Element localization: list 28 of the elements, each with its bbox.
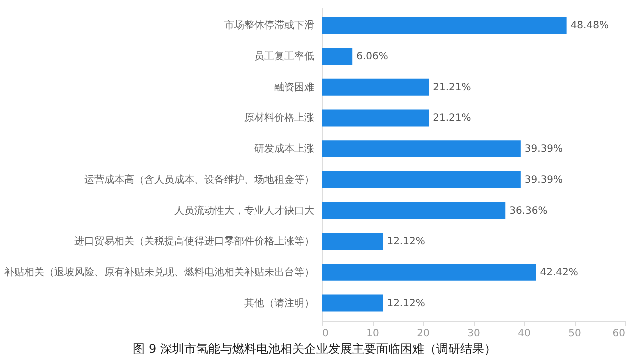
y-tick-label: 其他（请注明） xyxy=(244,297,314,310)
data-label: 12.12% xyxy=(387,236,426,248)
y-tick-label: 人员流动性大，专业人才缺口大 xyxy=(174,204,314,217)
data-label: 21.21% xyxy=(433,82,472,94)
y-tick-label: 原材料价格上涨 xyxy=(244,112,314,124)
x-tick-label: 60 xyxy=(612,328,626,340)
x-tick-label: 50 xyxy=(568,328,582,340)
data-label: 42.42% xyxy=(540,267,578,278)
y-tick-label: 进口贸易相关（关税提高使得进口零部件价格上涨等） xyxy=(74,236,314,248)
y-tick-label: 员工复工率低 xyxy=(254,50,314,63)
data-label: 39.39% xyxy=(524,144,564,156)
y-tick-label: 市场整体停滞或下滑 xyxy=(224,20,314,32)
x-tick-label: 20 xyxy=(417,328,430,340)
data-label: 21.21% xyxy=(433,113,472,124)
data-label: 6.06% xyxy=(356,52,388,63)
data-label: 48.48% xyxy=(570,20,609,32)
text: 图 9 深圳市氢能与燃料电池相关企业发展主要面临困难（调研结果） xyxy=(133,342,496,356)
x-tick-label: 10 xyxy=(366,328,380,340)
data-label: 39.39% xyxy=(524,174,564,186)
y-tick-label: 运营成本高（含人员成本、设备维护、场地租金等） xyxy=(84,174,314,186)
y-tick-label: 融资困难 xyxy=(274,81,314,94)
y-tick-label: 补贴相关（退坡风险、原有补贴未兑现、燃料电池相关补贴未出台等） xyxy=(4,266,314,278)
data-label: 36.36% xyxy=(510,206,548,217)
x-tick-label: 0 xyxy=(322,328,329,340)
y-tick-label: 研发成本上涨 xyxy=(254,143,314,156)
data-label: 12.12% xyxy=(387,298,426,310)
x-tick-label: 30 xyxy=(468,328,480,340)
x-tick-label: 40 xyxy=(518,328,531,340)
